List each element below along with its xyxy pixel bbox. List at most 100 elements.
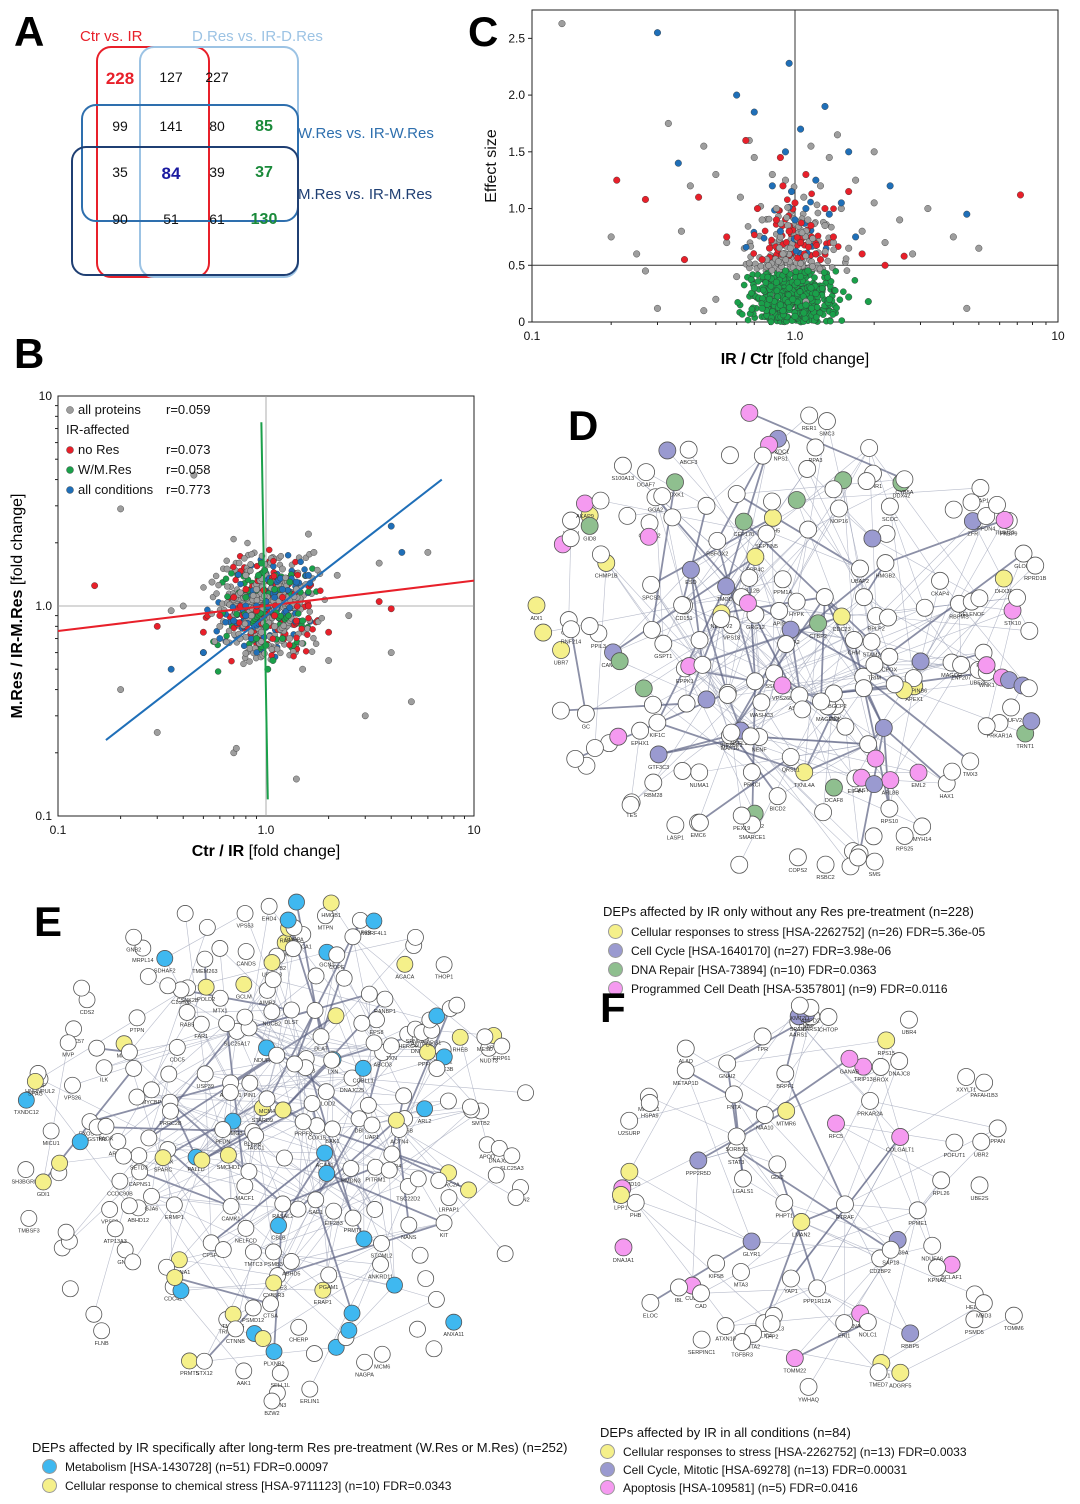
network-node [237,1219,255,1237]
network-node-label: CNBP [799,1024,815,1030]
network-edge [725,1313,861,1327]
network-node-label: RASAL2 [272,1214,293,1220]
network-node-label: HELLS [966,1305,984,1311]
chart-c-cluster-point [777,220,785,227]
chart-b-cluster-point [317,587,324,594]
network-node-label: ADK [830,717,842,723]
network-edge [920,580,941,662]
network-node-label: IBL [675,1298,683,1304]
network-node [718,686,737,704]
chart-b-point [305,571,312,579]
chart-b-point [179,602,187,610]
network-node [855,588,873,607]
network-node [260,897,278,915]
network-edge [351,1077,526,1094]
chart-b-cluster-point [235,559,243,567]
chart-b-cluster-point [247,561,254,568]
chart-b-point [325,628,333,636]
chart-c-cluster-point [734,299,741,306]
network-node [880,799,899,818]
network-e-title: DEPs affected by IR specifically after l… [32,1440,568,1455]
network-node [327,1007,345,1025]
chart-c-point [837,199,845,207]
network-node [722,723,741,742]
network-node-label: HSPA9 [641,1113,659,1119]
network-node [154,1149,172,1167]
network-node [693,655,712,674]
network-node-label: BICD2 [770,807,786,813]
network-node [795,763,814,782]
network-edge [253,1251,347,1338]
venn-label-wres: W.Res vs. IR-W.Res [298,125,434,142]
chart-c-cluster-point [784,204,791,211]
chart-b-cluster-point [282,574,289,581]
network-node-label: TMX3 [963,772,978,778]
network-node-label: CPSF1 [202,1253,220,1259]
network-node-label: POLD2 [197,997,215,1003]
chart-b-cluster-point [222,575,230,583]
chart-c-point [802,171,810,179]
network-node-label: ADGRF5 [889,1383,911,1389]
network-edge [683,605,775,674]
network-node [913,817,932,836]
network-node [193,1151,211,1169]
network-edge [151,1196,234,1315]
network-edge [293,1010,316,1065]
network-node [836,717,855,736]
network-node [851,559,869,578]
network-node-label: EPS8 [369,1030,383,1036]
network-node [885,675,904,694]
network-node [753,446,772,465]
network-node [271,1364,289,1382]
network-node [562,620,580,639]
network-edge [62,1149,169,1249]
network-node-label: HNRNPUL2 [25,1089,55,1095]
network-node [862,632,881,651]
network-edge [59,1149,168,1164]
chart-b-point [305,530,312,538]
network-node [240,1163,258,1180]
chart-c-point [821,205,829,213]
network-node [730,855,749,874]
legend-label: Cellular responses to stress [HSA-226275… [631,924,986,939]
network-node [799,1377,818,1396]
chart-c-point [772,205,780,213]
chart-c-cluster-point [838,317,846,324]
network-node [793,700,812,719]
network-node [612,1186,630,1204]
network-node [97,1117,115,1135]
chart-c-cluster-point [813,242,820,249]
panel-label-e: E [34,898,63,945]
network-node [343,1304,361,1322]
network-node-label: CAMK1 [222,1216,241,1222]
network-node [42,1122,60,1140]
chart-b-cluster-point [270,572,278,580]
network-edge [320,954,338,1037]
network-node-label: MACF1 [236,1196,255,1202]
network-edge [885,519,1005,564]
chart-b-point [361,712,369,720]
network-node [360,985,378,1003]
network-node-label: NENF [752,748,768,754]
network-node [639,527,658,546]
chart-b-cluster-point [266,546,273,554]
chart-b-point [271,622,279,630]
network-node [552,641,570,659]
network-node [965,1310,984,1329]
network-node [787,491,806,509]
network-edge [148,1016,246,1139]
network-node-label: APIS [773,621,786,627]
chart-b-point [279,565,286,573]
network-edge [352,1109,472,1219]
network-node [282,1253,300,1270]
chart-b-cluster-point [301,566,308,573]
chart-b-cluster-point [242,634,249,641]
chart-c-point [1016,191,1024,199]
legend-label: Apoptosis [HSA-109581] (n=5) FDR=0.0416 [623,1480,858,1495]
chart-b-legend-header: IR-affected [66,422,129,437]
chart-b-legend-marker [66,486,74,494]
network-edge [629,1070,687,1172]
chart-c-cluster-point [765,262,772,269]
network-node [101,1201,119,1218]
network-node-label: PSMD12 [242,1318,264,1324]
